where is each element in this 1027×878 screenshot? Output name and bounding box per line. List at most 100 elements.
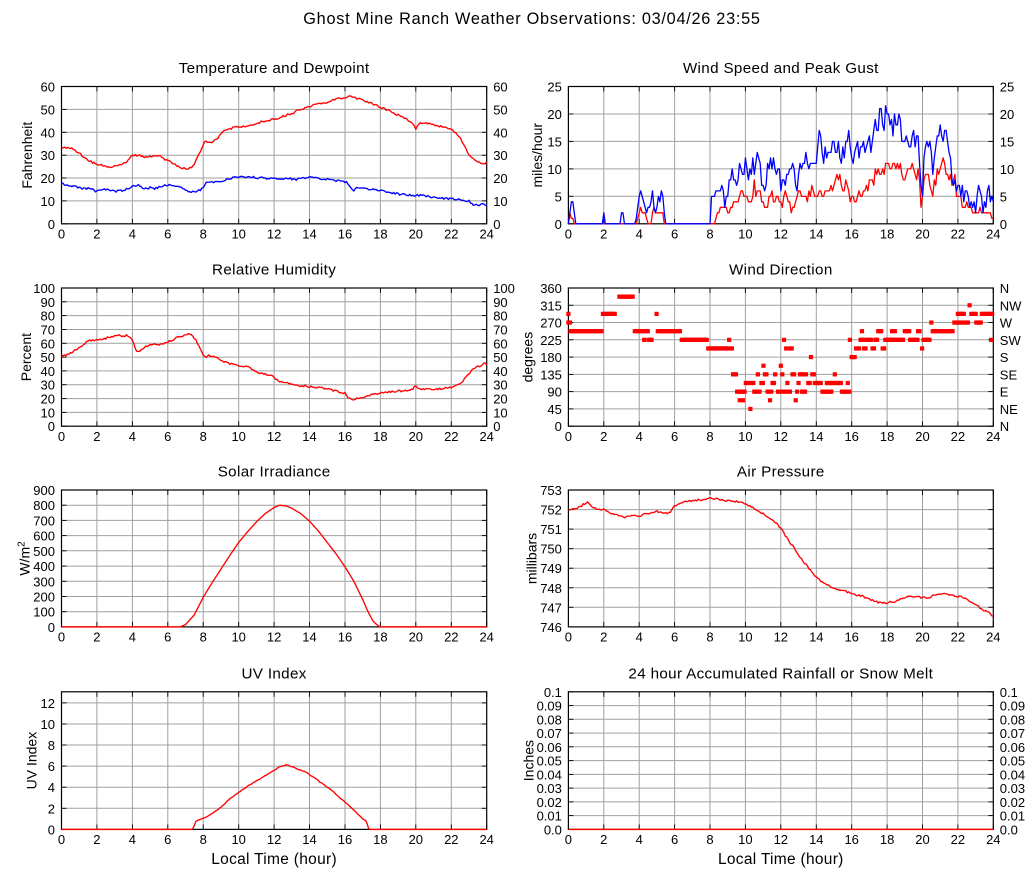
svg-text:30: 30 <box>493 148 507 163</box>
svg-text:12: 12 <box>267 832 281 847</box>
svg-text:0.1: 0.1 <box>544 685 562 700</box>
svg-text:2: 2 <box>93 227 100 242</box>
svg-text:16: 16 <box>844 630 858 645</box>
svg-text:12: 12 <box>774 227 788 242</box>
svg-text:500: 500 <box>33 544 55 559</box>
svg-text:0.07: 0.07 <box>537 726 562 741</box>
svg-text:10: 10 <box>738 832 752 847</box>
svg-text:0: 0 <box>58 630 65 645</box>
svg-text:0: 0 <box>555 419 562 434</box>
svg-text:2: 2 <box>600 429 607 444</box>
svg-text:0.05: 0.05 <box>537 754 562 769</box>
svg-text:2: 2 <box>48 801 55 816</box>
svg-text:14: 14 <box>809 630 823 645</box>
svg-text:14: 14 <box>302 832 316 847</box>
svg-text:2: 2 <box>93 429 100 444</box>
svg-text:10: 10 <box>231 630 245 645</box>
svg-text:70: 70 <box>41 323 55 338</box>
svg-text:60: 60 <box>493 80 507 95</box>
svg-text:4: 4 <box>636 832 643 847</box>
svg-text:0: 0 <box>58 429 65 444</box>
svg-text:40: 40 <box>41 364 55 379</box>
svg-text:14: 14 <box>809 832 823 847</box>
svg-text:6: 6 <box>164 832 171 847</box>
svg-text:0: 0 <box>565 429 572 444</box>
svg-text:N: N <box>1000 419 1009 434</box>
svg-text:746: 746 <box>540 620 562 635</box>
svg-text:Inches: Inches <box>521 740 537 781</box>
svg-text:millibars: millibars <box>524 533 540 584</box>
svg-text:18: 18 <box>373 630 387 645</box>
svg-text:60: 60 <box>41 336 55 351</box>
svg-text:UV Index: UV Index <box>241 665 306 682</box>
svg-text:700: 700 <box>33 513 55 528</box>
svg-text:miles/hour: miles/hour <box>529 123 545 188</box>
svg-text:10: 10 <box>547 162 561 177</box>
svg-text:12: 12 <box>267 227 281 242</box>
svg-text:14: 14 <box>302 227 316 242</box>
svg-text:6: 6 <box>671 630 678 645</box>
svg-text:100: 100 <box>33 605 55 620</box>
svg-text:90: 90 <box>493 295 507 310</box>
svg-text:800: 800 <box>33 498 55 513</box>
svg-text:0: 0 <box>565 630 572 645</box>
svg-text:16: 16 <box>844 832 858 847</box>
svg-text:30: 30 <box>493 378 507 393</box>
svg-text:70: 70 <box>493 323 507 338</box>
svg-text:16: 16 <box>338 832 352 847</box>
svg-text:S: S <box>1000 350 1009 365</box>
svg-text:W: W <box>1000 316 1013 331</box>
svg-text:0.04: 0.04 <box>1000 767 1025 782</box>
svg-text:0: 0 <box>493 419 500 434</box>
svg-text:20: 20 <box>409 630 423 645</box>
svg-text:18: 18 <box>373 429 387 444</box>
svg-text:750: 750 <box>540 542 562 557</box>
svg-text:24: 24 <box>986 832 1000 847</box>
svg-text:0.04: 0.04 <box>537 767 562 782</box>
svg-text:15: 15 <box>1000 134 1014 149</box>
svg-text:0: 0 <box>1000 217 1007 232</box>
svg-text:0: 0 <box>48 217 55 232</box>
svg-text:10: 10 <box>1000 162 1014 177</box>
svg-text:4: 4 <box>129 429 136 444</box>
svg-text:5: 5 <box>1000 189 1007 204</box>
svg-text:16: 16 <box>844 227 858 242</box>
svg-text:12: 12 <box>41 696 55 711</box>
svg-text:10: 10 <box>41 194 55 209</box>
svg-text:0: 0 <box>58 832 65 847</box>
svg-text:80: 80 <box>41 309 55 324</box>
svg-text:12: 12 <box>267 429 281 444</box>
svg-text:SW: SW <box>1000 333 1022 348</box>
svg-text:5: 5 <box>555 189 562 204</box>
svg-text:100: 100 <box>493 281 515 296</box>
svg-text:4: 4 <box>129 832 136 847</box>
svg-text:20: 20 <box>547 107 561 122</box>
svg-text:6: 6 <box>164 630 171 645</box>
svg-text:12: 12 <box>267 630 281 645</box>
svg-text:NE: NE <box>1000 402 1018 417</box>
svg-text:100: 100 <box>33 281 55 296</box>
svg-text:18: 18 <box>373 832 387 847</box>
svg-text:10: 10 <box>41 405 55 420</box>
svg-text:Solar Irradiance: Solar Irradiance <box>218 464 331 481</box>
svg-text:10: 10 <box>493 405 507 420</box>
svg-text:752: 752 <box>540 503 562 518</box>
svg-text:0.03: 0.03 <box>537 781 562 796</box>
svg-text:0.03: 0.03 <box>1000 781 1025 796</box>
svg-text:2: 2 <box>600 630 607 645</box>
svg-text:24: 24 <box>986 630 1000 645</box>
svg-text:0: 0 <box>555 217 562 232</box>
svg-text:749: 749 <box>540 561 562 576</box>
svg-text:Percent: Percent <box>18 333 34 381</box>
svg-text:20: 20 <box>41 171 55 186</box>
svg-text:6: 6 <box>164 227 171 242</box>
svg-text:0: 0 <box>48 822 55 837</box>
svg-text:Local Time (hour): Local Time (hour) <box>718 851 844 868</box>
svg-text:50: 50 <box>493 102 507 117</box>
svg-text:degrees: degrees <box>520 332 536 383</box>
svg-text:14: 14 <box>809 227 823 242</box>
svg-text:10: 10 <box>738 429 752 444</box>
svg-text:315: 315 <box>540 298 562 313</box>
svg-text:14: 14 <box>302 429 316 444</box>
svg-text:Ghost Mine Ranch Weather Obser: Ghost Mine Ranch Weather Observations: 0… <box>303 10 760 28</box>
